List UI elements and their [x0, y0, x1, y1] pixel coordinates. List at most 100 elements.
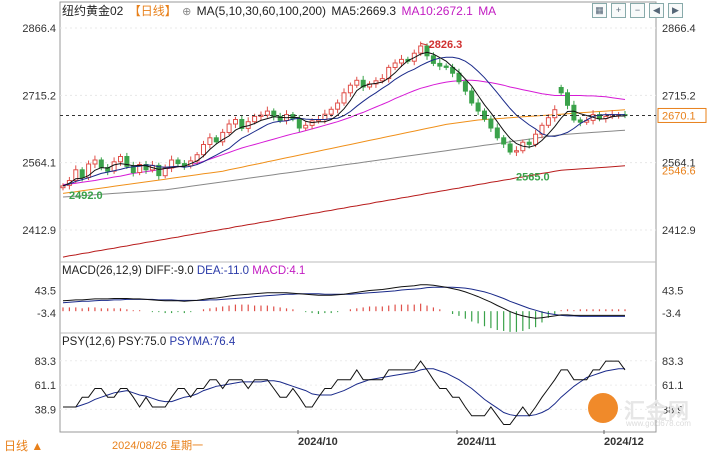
chevron-left-icon[interactable]: ◀: [649, 3, 664, 18]
candle-body: [392, 62, 398, 68]
ma100-line: [62, 129, 626, 198]
candle-body: [399, 58, 404, 64]
candle-body: [552, 109, 558, 119]
macd-value: MACD:4.1: [252, 265, 306, 277]
candle-body: [533, 133, 539, 145]
candle-body: [507, 143, 513, 153]
annotation-low: 2565.0: [516, 171, 550, 183]
watermark-logo: 汇金网 www.gold678.com: [588, 393, 700, 429]
zoom-out-icon[interactable]: −: [630, 3, 645, 18]
candle-body: [526, 141, 532, 145]
psy-y-tick-left-0: 83.3: [35, 356, 56, 368]
cursor-date-label: 2024/08/26 星期一: [112, 440, 204, 452]
psy-value: PSY:75.0: [118, 336, 167, 348]
candle-body: [118, 156, 123, 163]
psy-y-tick-left-2: 38.9: [35, 404, 56, 416]
candle-body: [565, 92, 570, 106]
x-label-oct: 2024/10: [298, 436, 338, 448]
candle-body: [501, 137, 507, 145]
annotation-start-low: 2492.0: [69, 190, 103, 202]
main-y-tick-left-2: 2564.1: [22, 158, 56, 170]
candle-body: [201, 144, 206, 156]
toolbar: ▦ + − ◀ ▶: [592, 3, 687, 18]
candle-body: [175, 159, 181, 165]
x-label-nov: 2024/11: [457, 436, 497, 448]
candle-body: [137, 164, 143, 173]
candle-body: [558, 87, 564, 94]
candle-body: [341, 92, 347, 104]
ma60-line: [62, 109, 626, 194]
main-y-tick-right-1: 2715.2: [662, 90, 696, 102]
main-y-tick-right-2: 2564.1: [662, 158, 696, 170]
candle-body: [494, 127, 500, 139]
psy-y-tick-right-1: 61.1: [662, 380, 683, 392]
macd-y-tick-right-0: 43.5: [662, 286, 683, 298]
annotation-high-pointer: [420, 42, 428, 46]
macd-name: MACD(26,12,9): [62, 265, 142, 277]
ma10-value: MA10:2672.1: [401, 4, 473, 18]
candle-body: [233, 119, 238, 125]
candle-body: [309, 120, 315, 126]
main-y-tick-left-0: 2866.4: [22, 23, 56, 35]
candle-body: [111, 161, 117, 172]
logo-mark-icon: [588, 393, 618, 423]
ma5-value: MA5:2669.3: [331, 4, 397, 18]
candle-body: [156, 164, 162, 177]
candle-body: [443, 65, 449, 68]
candle-body: [335, 102, 341, 110]
grid-icon[interactable]: ▦: [592, 3, 607, 18]
period-label[interactable]: 【日线】: [128, 4, 177, 18]
ma5-line: [62, 51, 625, 187]
candle-body: [239, 119, 245, 129]
psy-y-tick-right-0: 83.3: [662, 356, 683, 368]
candle-body: [207, 137, 213, 146]
candle-body: [347, 84, 353, 94]
candle-body: [360, 79, 366, 88]
footer-period-label[interactable]: 日线 ▲: [4, 439, 44, 453]
macd-dea-value: DEA:-11.0: [196, 265, 250, 277]
logo-url: www.gold678.com: [626, 419, 691, 428]
candle-body: [79, 169, 85, 178]
candle-body: [488, 118, 494, 129]
psyma-value: PSYMA:76.4: [169, 336, 236, 348]
candle-body: [303, 124, 309, 129]
psy-name: PSY(12,6): [62, 336, 116, 348]
main-y-tick-right-0: 2866.4: [662, 23, 696, 35]
psy-line: [63, 360, 626, 425]
candle-body: [226, 123, 232, 133]
candle-body: [124, 156, 130, 167]
psy-y-tick-left-1: 61.1: [35, 380, 56, 392]
candle-body: [462, 81, 468, 92]
macd-dea-line: [62, 286, 625, 317]
candle-body: [469, 90, 475, 104]
psy-y-tick-right-2: 38.9: [662, 404, 683, 416]
candle-body: [220, 131, 226, 143]
candle-body: [213, 137, 219, 143]
macd-dif-value: DIFF:-9.0: [145, 265, 194, 277]
psy-header: PSY(12,6) PSY:75.0 PSYMA:76.4: [62, 335, 235, 349]
candle-body: [264, 110, 270, 116]
symbol-label: 纽约黄金02: [62, 4, 124, 18]
plus-circle-icon[interactable]: ⊕: [182, 6, 192, 18]
annotation-high: 2826.3: [429, 39, 463, 51]
candle-body: [424, 45, 430, 57]
candle-body: [571, 104, 577, 121]
main-y-tick-left-3: 2412.9: [22, 225, 56, 237]
candle-body: [162, 167, 168, 177]
zoom-in-icon[interactable]: +: [611, 3, 626, 18]
candle-body: [73, 169, 79, 182]
candle-body: [60, 185, 66, 189]
candle-body: [277, 115, 283, 121]
ma200-line: [62, 165, 626, 258]
macd-y-tick-right-1: -3.4: [662, 308, 681, 320]
ma-params-label: MA(5,10,30,60,100,200): [196, 4, 327, 18]
main-y-tick-right-3: 2412.9: [662, 225, 696, 237]
chevron-right-icon[interactable]: ▶: [668, 3, 683, 18]
candle-body: [456, 72, 462, 83]
main-header: 纽约黄金02 【日线】 ⊕ MA(5,10,30,60,100,200) MA5…: [62, 3, 498, 19]
candle-body: [296, 118, 302, 129]
candle-body: [482, 110, 487, 120]
candle-body: [379, 78, 385, 82]
